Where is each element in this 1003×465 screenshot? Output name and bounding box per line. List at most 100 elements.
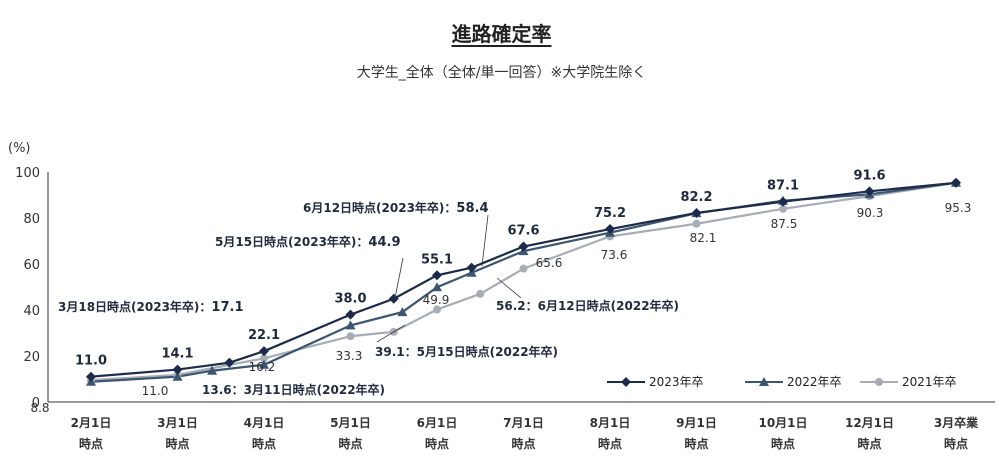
marker-triangle	[259, 359, 269, 369]
annotation-text: 5月15日時点(2023年卒)：	[215, 234, 368, 249]
annotation-may15-2023: 5月15日時点(2023年卒)：44.9	[215, 234, 401, 250]
marker-triangle	[207, 365, 218, 375]
y-tick-label: 80	[23, 212, 40, 227]
x-tick-line1: 9月1日	[676, 416, 717, 430]
marker-triangle	[397, 307, 408, 317]
legend-label: 2023年卒	[649, 375, 704, 389]
data-label: 11.0	[142, 384, 169, 398]
marker-diamond	[172, 364, 183, 375]
x-tick-line2: 時点	[771, 436, 795, 451]
x-tick-line1: 4月1日	[244, 416, 285, 430]
leader-line	[481, 214, 489, 267]
marker-diamond	[691, 207, 702, 218]
data-label: 8.8	[30, 401, 49, 415]
y-tick-label: 100	[15, 166, 40, 181]
x-tick-line2: 時点	[252, 436, 276, 451]
x-tick-line2: 時点	[857, 436, 881, 451]
data-label-2023: 22.1	[248, 328, 280, 343]
marker-diamond	[86, 371, 96, 382]
data-label-2023: 11.0	[75, 354, 107, 369]
data-label-2023: 14.1	[161, 347, 193, 362]
data-label: 95.3	[945, 201, 972, 215]
marker-circle	[476, 289, 485, 298]
annotation-mar18-2023: 3月18日時点(2023年卒)：17.1	[58, 299, 244, 315]
data-label: 65.6	[536, 256, 563, 270]
x-tick-line2: 時点	[511, 436, 535, 451]
marker-diamond	[518, 241, 529, 252]
legend: 2023年卒 2022年卒 2021年卒	[607, 375, 957, 389]
annotation-value: 17.1	[211, 300, 243, 315]
annotation-value: 58.4	[456, 201, 488, 216]
annotations: 3月18日時点(2023年卒)：17.1 5月15日時点(2023年卒)：44.9…	[58, 200, 679, 397]
marker-diamond	[224, 357, 235, 368]
annotation-may15-2022: 39.1：5月15日時点(2022年卒)	[375, 344, 558, 359]
data-label-2023: 75.2	[594, 206, 626, 221]
annotation-value: 44.9	[368, 235, 400, 250]
marker-circle	[346, 332, 355, 341]
legend-item: 2021年卒	[860, 375, 957, 389]
x-tick-line2: 時点	[425, 436, 449, 451]
leader-line	[394, 257, 404, 299]
x-tick-line2: 時点	[165, 436, 189, 451]
chart-title: 進路確定率	[451, 22, 552, 46]
x-tick-line2: 時点	[338, 436, 362, 451]
y-axis-unit: (%)	[8, 141, 31, 156]
axes: (%)0204060801002月1日時点3月1日時点4月1日時点5月1日時点6…	[8, 141, 995, 451]
marker-circle	[779, 204, 787, 213]
data-label: 33.3	[336, 349, 363, 363]
y-tick-label: 0	[32, 396, 40, 411]
data-label: 90.3	[857, 206, 884, 220]
marker-diamond	[951, 177, 961, 188]
data-label-2023: 91.6	[853, 168, 885, 183]
x-tick-line1: 2月1日	[71, 416, 112, 430]
x-tick-line1: 6月1日	[417, 416, 458, 430]
data-label-2023: 67.6	[507, 224, 539, 239]
y-tick-label: 40	[23, 304, 40, 319]
x-tick-line2: 時点	[944, 436, 968, 451]
x-tick-line2: 時点	[684, 436, 708, 451]
marker-diamond	[605, 224, 615, 235]
legend-marker	[875, 378, 883, 386]
x-tick-line2: 時点	[79, 436, 103, 451]
marker-circle	[519, 264, 528, 273]
series-markers	[86, 177, 961, 386]
marker-diamond	[432, 270, 442, 281]
x-tick-line1: 5月1日	[330, 416, 371, 430]
data-label-2023: 82.2	[680, 190, 712, 205]
annotation-jun12-2022: 56.2：6月12日時点(2022年卒)	[496, 298, 679, 313]
data-label: 87.5	[771, 217, 798, 231]
legend-label: 2021年卒	[902, 375, 957, 389]
annotation-jun12-2023: 6月12日時点(2023年卒)：58.4	[303, 200, 489, 216]
marker-diamond	[864, 186, 875, 197]
y-tick-label: 60	[23, 258, 40, 273]
x-tick-line1: 7月1日	[503, 416, 544, 430]
chart-subtitle: 大学生_全体（全体/単一回答）※大学院生除く	[356, 65, 647, 81]
marker-diamond	[259, 346, 269, 357]
marker-diamond	[466, 262, 477, 273]
marker-triangle	[345, 320, 356, 330]
marker-triangle	[432, 282, 442, 292]
legend-marker	[759, 377, 769, 386]
marker-triangle	[172, 371, 183, 381]
data-label-2023: 55.1	[421, 252, 453, 267]
marker-circle	[260, 354, 268, 363]
data-label: 82.1	[690, 231, 717, 245]
marker-diamond	[345, 309, 356, 320]
annotation-text: 3月18日時点(2023年卒)：	[58, 299, 211, 314]
data-label: 16.2	[249, 360, 276, 374]
legend-label: 2022年卒	[787, 375, 842, 389]
x-tick-line1: 12月1日	[845, 416, 894, 430]
x-tick-line2: 時点	[598, 436, 622, 451]
leader-line	[496, 277, 522, 299]
series-line-2023年卒	[90, 181, 957, 378]
y-tick-label: 20	[23, 350, 40, 365]
